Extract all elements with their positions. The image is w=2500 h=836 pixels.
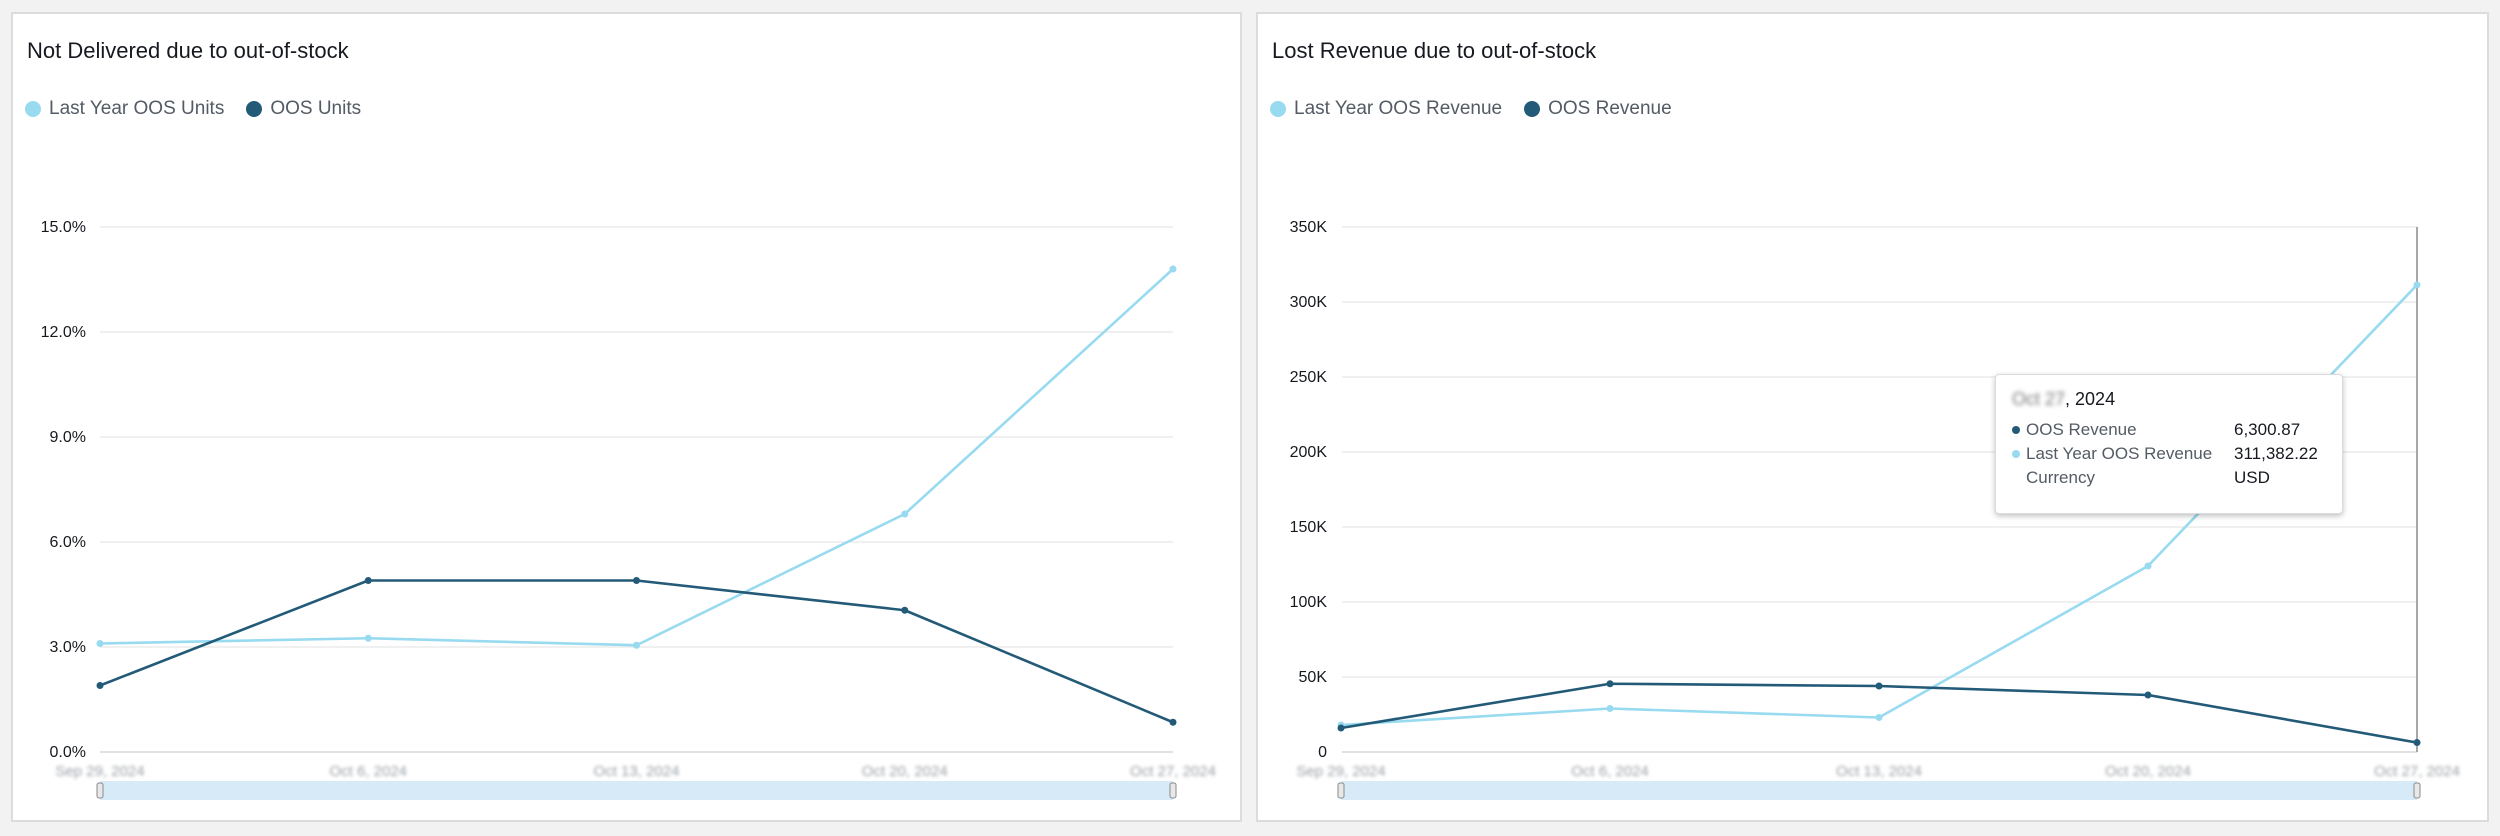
data-point [633, 577, 640, 584]
tooltip-value: 311,382.22 [2234, 444, 2318, 463]
series-line [99, 268, 1174, 647]
data-point [1875, 682, 1883, 690]
y-tick-label: 0 [1318, 744, 1327, 761]
units-line-chart[interactable]: 0.0% 3.0% 6.0% 9.0% 12.0% 15.0% Sep 29, 2024 Oc… [13, 14, 1240, 820]
y-tick-label: 3.0% [50, 639, 86, 656]
range-handle [2413, 782, 2421, 799]
range-scrollbar-track [1341, 781, 2417, 800]
x-tick-label: Oct 20, 2024 [2105, 763, 2191, 780]
range-scrollbar-track [100, 781, 1173, 800]
y-tick-label: 50K [1299, 669, 1328, 686]
legend-item-oos-revenue[interactable]: OOS Revenue [1524, 98, 1672, 120]
legend-label: Last Year OOS Units [49, 98, 225, 119]
tooltip-value: 6,300.87 [2234, 420, 2301, 439]
y-tick-label: 9.0% [50, 429, 86, 446]
chart-legend: Last Year OOS Units OOS Units [25, 98, 361, 120]
legend-item-oos-units[interactable]: OOS Units [246, 98, 361, 120]
x-tick-label: Oct 13, 2024 [1836, 763, 1922, 780]
chart-title: Lost Revenue due to out-of-stock [1272, 38, 1597, 63]
data-point [901, 510, 909, 518]
legend-dot-icon [1270, 101, 1286, 117]
revenue-line-chart[interactable]: 0 50K 100K 150K 200K 250K 300K 350K Sep 29, 2024… [1258, 14, 2487, 820]
data-point [96, 682, 104, 689]
x-tick-label: Oct 6, 2024 [1571, 763, 1649, 780]
y-tick-label: 250K [1290, 369, 1328, 386]
y-tick-label: 100K [1290, 594, 1328, 611]
chart-title: Not Delivered due to out-of-stock [27, 38, 349, 63]
y-tick-label: 150K [1290, 519, 1328, 536]
tooltip-date-year: , 2024 [2065, 389, 2116, 409]
data-point [1606, 705, 1614, 712]
units-chart-panel: Not Delivered due to out-of-stock Last Y… [11, 12, 1242, 822]
x-tick-label: Oct 13, 2024 [594, 763, 680, 780]
chart-tooltip: Oct 27, 2024 OOS Revenue 6,300.87 Last Y… [1995, 374, 2343, 514]
series-line [1340, 682, 2418, 744]
legend-label: OOS Units [270, 98, 362, 119]
y-tick-label: 6.0% [50, 534, 86, 551]
data-point [364, 577, 372, 584]
tooltip-row-currency: Currency USD [2012, 466, 2326, 490]
x-tick-label: Oct 27, 2024 [1130, 763, 1216, 780]
series-dot-icon [2012, 450, 2020, 458]
y-tick-label: 15.0% [41, 219, 86, 236]
range-handle [1337, 782, 1345, 799]
x-tick-label: Oct 20, 2024 [862, 763, 948, 780]
data-point [96, 640, 104, 647]
x-tick-label: Oct 6, 2024 [329, 763, 407, 780]
x-tick-label: Sep 29, 2024 [55, 763, 144, 780]
data-point [1606, 680, 1614, 688]
legend-dot-icon [25, 101, 41, 117]
tooltip-value: USD [2234, 468, 2270, 487]
y-tick-label: 300K [1290, 294, 1328, 311]
y-tick-label: 12.0% [41, 324, 86, 341]
data-point [1169, 265, 1177, 273]
y-tick-label: 200K [1290, 444, 1328, 461]
y-tick-label: 350K [1290, 219, 1328, 236]
tooltip-label: Last Year OOS Revenue [2026, 444, 2213, 463]
data-point [1169, 718, 1177, 726]
x-tick-label: Oct 27, 2024 [2374, 763, 2460, 780]
legend-label: OOS Revenue [1548, 98, 1672, 119]
data-point [2144, 562, 2152, 570]
data-point [1337, 724, 1345, 732]
data-point [2144, 691, 2152, 699]
tooltip-date-month-day: Oct 27 [2012, 389, 2066, 409]
tooltip-row-oos-revenue: OOS Revenue 6,300.87 [2012, 418, 2326, 442]
data-point [2413, 281, 2421, 289]
tooltip-date: Oct 27, 2024 [2012, 389, 2326, 410]
data-point [901, 606, 909, 614]
data-point [633, 641, 640, 649]
chart-legend: Last Year OOS Revenue OOS Revenue [1270, 98, 1672, 120]
tooltip-row-last-year-oos-revenue: Last Year OOS Revenue 311,382.22 [2012, 442, 2326, 466]
series-line [99, 579, 1174, 724]
y-tick-label: 0.0% [50, 744, 86, 761]
tooltip-label: OOS Revenue [2026, 420, 2137, 439]
data-point [2413, 739, 2421, 747]
revenue-chart-panel: Lost Revenue due to out-of-stock Last Ye… [1256, 12, 2489, 822]
x-tick-label: Sep 29, 2024 [1296, 763, 1385, 780]
data-point [1875, 714, 1883, 721]
legend-dot-icon [246, 101, 263, 117]
series-dot-icon [2012, 426, 2020, 434]
legend-item-last-year-oos-units[interactable]: Last Year OOS Units [25, 98, 224, 120]
legend-item-last-year-oos-revenue[interactable]: Last Year OOS Revenue [1270, 98, 1502, 120]
legend-label: Last Year OOS Revenue [1294, 98, 1503, 119]
range-handle [1169, 782, 1177, 799]
legend-dot-icon [1524, 101, 1541, 117]
range-handle [96, 782, 104, 799]
data-point [364, 634, 372, 642]
tooltip-label: Currency [2026, 468, 2095, 487]
